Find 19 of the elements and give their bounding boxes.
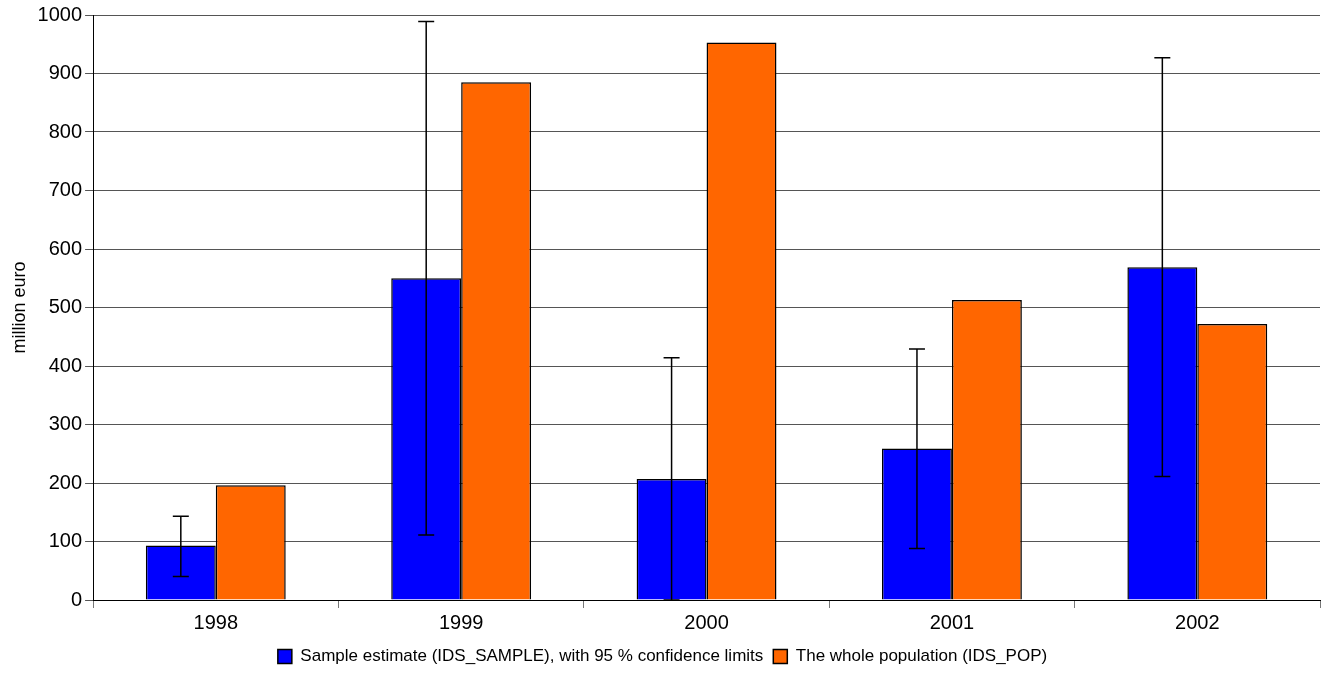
legend-label: Sample estimate (IDS_SAMPLE), with 95 % confidence limits <box>300 646 764 666</box>
y-tick-label: 500 <box>48 295 83 318</box>
y-tick-label: 100 <box>48 529 83 552</box>
y-tick-label: 700 <box>48 178 83 201</box>
y-tick-label: 600 <box>48 236 83 259</box>
y-axis-title: million euro <box>8 261 29 354</box>
y-tick-label: 1000 <box>37 2 83 25</box>
y-tick-label: 900 <box>48 61 83 84</box>
x-tick-label: 2002 <box>1175 610 1220 633</box>
y-tick-label: 300 <box>48 412 83 435</box>
x-tick-label: 1998 <box>193 610 239 633</box>
legend-label: The whole population (IDS_POP) <box>795 646 1048 666</box>
y-tick-label: 200 <box>48 470 83 493</box>
x-tick-label: 1999 <box>438 610 484 633</box>
x-tick-label: 2000 <box>684 610 729 633</box>
y-tick-label: 0 <box>70 587 83 610</box>
x-tick-label: 2001 <box>929 610 975 633</box>
y-tick-label: 800 <box>48 119 83 142</box>
y-tick-label: 400 <box>48 353 83 376</box>
